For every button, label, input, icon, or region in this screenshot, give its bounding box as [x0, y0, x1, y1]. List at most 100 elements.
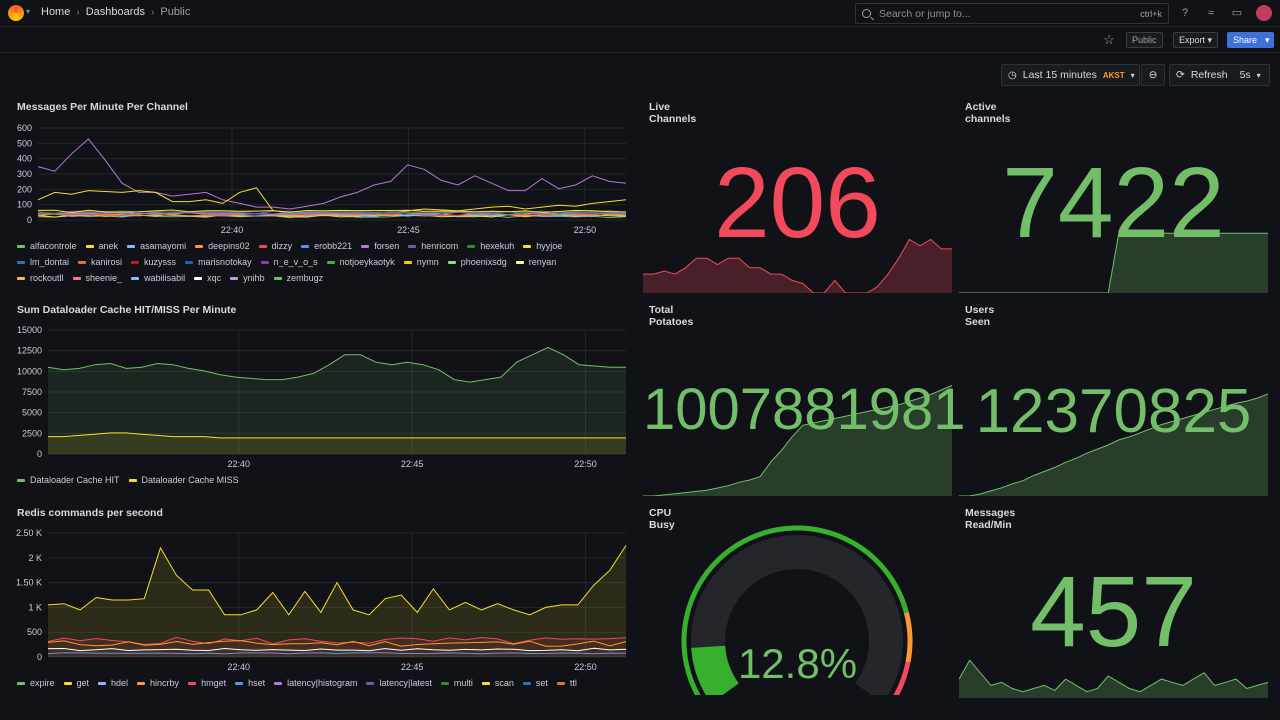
legend-swatch [17, 277, 25, 281]
legend-item[interactable]: Dataloader Cache MISS [128, 472, 239, 488]
time-range-picker[interactable]: ◷ Last 15 minutes AKST ▾ [1001, 64, 1140, 86]
share-button[interactable]: Share [1227, 32, 1264, 48]
zoom-out-button[interactable]: ⊖ [1141, 64, 1165, 86]
refresh-icon[interactable]: ⟳ [1176, 69, 1185, 81]
legend-label: n_e_v_o_s [273, 257, 318, 267]
legend-swatch [556, 682, 565, 686]
panel-title[interactable]: Users Seen [965, 304, 995, 328]
legend-item[interactable]: multi [440, 675, 473, 691]
panel-title[interactable]: Messages Read/Min [965, 507, 1016, 531]
legend-item[interactable]: Dataloader Cache HIT [17, 472, 120, 488]
y-tick-label: 300 [17, 169, 32, 179]
legend-item[interactable]: kuzysss [131, 254, 176, 270]
legend-item[interactable]: renyan [515, 254, 556, 270]
refresh-button[interactable]: Refresh [1190, 69, 1228, 81]
breadcrumb-dashboards[interactable]: Dashboards [85, 6, 146, 18]
legend-item[interactable]: set [522, 675, 548, 691]
legend-item[interactable]: marisnotokay [185, 254, 252, 270]
news-feed-icon[interactable]: ≈ [1207, 7, 1215, 19]
monitor-icon[interactable]: ▭ [1231, 7, 1243, 19]
redis-timeseries-chart[interactable]: 2.50 K 2 K 1.50 K 1 K 500 0 22:40 22:45 22:50 [10, 525, 632, 675]
help-icon[interactable]: ? [1181, 7, 1189, 19]
legend-item[interactable]: scan [481, 675, 514, 691]
dataloader-timeseries-chart[interactable]: 15000 12500 10000 7500 5000 2500 0 22:40 22:45 22… [10, 322, 632, 472]
legend-item[interactable]: phoenixsdg [447, 254, 507, 270]
legend-item[interactable]: anek [85, 238, 119, 254]
legend-label: latency|latest [379, 678, 432, 688]
panel-title[interactable]: Redis commands per second [17, 507, 163, 519]
legend-item[interactable]: latency|histogram [274, 675, 357, 691]
legend-swatch [366, 682, 375, 686]
legend-swatch [85, 245, 94, 249]
legend-item[interactable]: ttl [556, 675, 577, 691]
legend-item[interactable]: hincrby [137, 675, 179, 691]
legend-item[interactable]: lm_dontai [17, 254, 69, 270]
panel-title[interactable]: Active channels [965, 101, 1011, 125]
y-tick-label: 2.50 K [16, 528, 42, 538]
refresh-picker[interactable]: ⟳ Refresh 5s ▾ [1169, 64, 1270, 86]
legend-item[interactable]: xqc [194, 270, 221, 286]
legend-label: asamayomi [140, 241, 187, 251]
export-button[interactable]: Export ▾ [1173, 32, 1219, 48]
legend-swatch [17, 479, 25, 483]
legend-swatch [301, 245, 310, 249]
breadcrumb: Home › Dashboards › Public [41, 6, 190, 18]
legend-item[interactable]: henricom [408, 238, 458, 254]
breadcrumb-home[interactable]: Home [41, 6, 71, 18]
legend-swatch [98, 682, 107, 686]
legend-item[interactable]: rockoutll [17, 270, 64, 286]
legend-item[interactable]: kanirosi [78, 254, 122, 270]
y-tick-label: 2500 [22, 428, 42, 438]
legend-item[interactable]: erobb221 [301, 238, 352, 254]
legend-item[interactable]: hexekuh [467, 238, 514, 254]
star-icon[interactable]: ☆ [1103, 32, 1115, 47]
avatar[interactable] [1256, 5, 1272, 21]
legend-item[interactable]: sheenie_ [72, 270, 122, 286]
redis-legend: expire get hdel hincrby hmget hset latency|his… [17, 675, 617, 691]
legend-label: xqc [207, 273, 222, 283]
grafana-logo-icon[interactable] [8, 5, 24, 21]
legend-label: multi [453, 678, 473, 688]
chevron-down-icon[interactable]: ▾ [1256, 70, 1261, 80]
legend-item[interactable]: hyyjoe [523, 238, 562, 254]
legend-item[interactable]: dizzy [258, 238, 292, 254]
chevron-down-icon[interactable]: ▾ [26, 7, 31, 16]
share-options-chevron-icon[interactable]: ▾ [1261, 32, 1274, 48]
legend-item[interactable]: get [63, 675, 89, 691]
refresh-interval[interactable]: 5s [1239, 69, 1251, 81]
legend-item[interactable]: deepins02 [195, 238, 250, 254]
legend-item[interactable]: n_e_v_o_s [260, 254, 318, 270]
legend-item[interactable]: alfacontrole [17, 238, 77, 254]
legend-item[interactable]: notjoeykaotyk [326, 254, 395, 270]
panel-title[interactable]: Sum Dataloader Cache HIT/MISS Per Minute [17, 304, 237, 316]
legend-item[interactable]: wabilisabil [131, 270, 185, 286]
legend-label: anek [98, 241, 119, 251]
panel-title[interactable]: Total Potatoes [649, 304, 694, 328]
legend-item[interactable]: expire [17, 675, 55, 691]
legend-item[interactable]: hdel [98, 675, 128, 691]
legend-label: scan [494, 678, 514, 688]
legend-item[interactable]: ynihb [230, 270, 265, 286]
series-area [48, 545, 626, 657]
live-channels-sparkline [643, 238, 952, 293]
legend-item[interactable]: hset [235, 675, 265, 691]
legend-item[interactable]: latency|latest [366, 675, 432, 691]
y-tick-label: 0 [37, 652, 42, 662]
legend-swatch [17, 261, 25, 265]
legend-item[interactable]: nymn [403, 254, 439, 270]
legend-item[interactable]: zembugz [273, 270, 323, 286]
panel-title[interactable]: Live Channels [649, 101, 697, 125]
x-tick-label: 22:40 [227, 662, 250, 672]
panel-title[interactable]: Messages Per Minute Per Channel [17, 101, 188, 113]
legend-label: marisnotokay [198, 257, 252, 267]
legend-item[interactable]: forsen [361, 238, 399, 254]
search-input[interactable]: Search or jump to... ctrl+k [855, 3, 1169, 24]
active-channels-sparkline [959, 232, 1268, 293]
clock-icon: ◷ [1008, 69, 1017, 81]
panel-title[interactable]: CPU Busy [649, 507, 675, 531]
chevron-right-icon: › [76, 6, 80, 18]
x-tick-label: 22:45 [401, 459, 424, 469]
messages-timeseries-chart[interactable]: 600 500 400 300 200 100 0 22:40 22:45 22:50 [10, 118, 632, 238]
legend-item[interactable]: asamayomi [127, 238, 186, 254]
legend-item[interactable]: hmget [188, 675, 226, 691]
